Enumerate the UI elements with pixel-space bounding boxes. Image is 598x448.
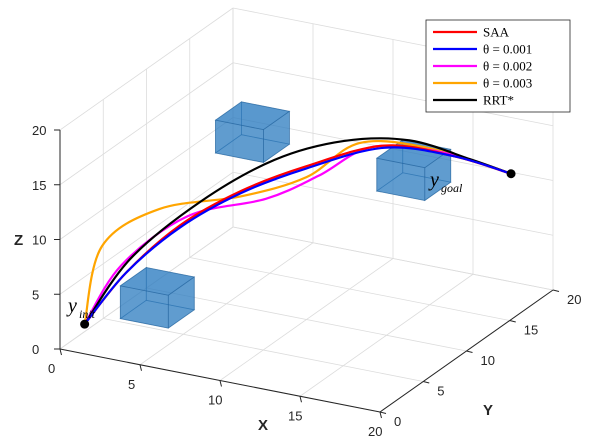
y-tick-label: 15: [524, 323, 538, 338]
x-tick-mark: [59, 348, 62, 356]
x-tick-label: 20: [368, 424, 382, 439]
y-tick-mark: [509, 320, 516, 323]
legend: SAA θ = 0.001 θ = 0.002 θ = 0.003 RRT*: [425, 19, 571, 113]
y-tick-mark: [466, 350, 473, 353]
start-point: [80, 319, 90, 329]
legend-item: θ = 0.001: [433, 42, 532, 57]
legend-label: RRT*: [483, 93, 514, 108]
grid-line: [59, 62, 234, 186]
grid-line: [146, 287, 467, 352]
axes: [54, 129, 560, 419]
start-label-main: y: [66, 295, 77, 317]
x-tick-mark: [139, 364, 142, 371]
x-tick-label: 0: [48, 361, 55, 376]
goal-annotation: y goal: [428, 169, 463, 195]
y-tick-label: 5: [437, 384, 444, 399]
grid-line: [299, 273, 474, 397]
x-tick-label: 15: [288, 408, 302, 423]
y-tick-mark: [423, 381, 430, 384]
y-tick-label: 20: [567, 292, 581, 307]
z-tick-label: 20: [32, 123, 46, 138]
goal-label-sub: goal: [441, 181, 463, 195]
obstacle-mid: [214, 101, 291, 164]
y-tick-mark: [379, 411, 387, 414]
z-tick-label: 15: [32, 178, 46, 193]
grid-line: [59, 7, 234, 131]
legend-label: SAA: [483, 25, 510, 40]
endpoints: [80, 169, 516, 329]
legend-item: RRT*: [433, 93, 514, 108]
tick-labels: 0 5 10 15 20 0 5 10 15 20 0 5 10 15 20: [32, 123, 581, 439]
x-axis-label: X: [258, 417, 268, 434]
start-label-sub: init: [79, 307, 96, 321]
legend-item: θ = 0.002: [433, 59, 532, 74]
x-tick-label: 10: [208, 393, 222, 408]
x-tick-mark: [379, 411, 382, 419]
obstacle-high: [375, 139, 452, 202]
series-RRT: [83, 137, 513, 326]
goal-point: [506, 169, 516, 179]
z-tick-label: 0: [32, 342, 39, 357]
x-tick-label: 5: [128, 377, 135, 392]
y-tick-mark: [552, 289, 560, 292]
obstacle-face: [214, 101, 291, 131]
legend-item: θ = 0.003: [433, 76, 532, 91]
x-tick-mark: [299, 396, 302, 403]
x-tick-mark: [219, 380, 222, 387]
series-theta3: [83, 139, 513, 326]
y-tick-label: 10: [481, 353, 495, 368]
y-axis-label: Y: [483, 402, 493, 419]
legend-label: θ = 0.003: [483, 76, 532, 91]
z-tick-label: 5: [32, 287, 39, 302]
legend-label: θ = 0.002: [483, 59, 532, 74]
grid-line: [189, 257, 510, 321]
grid-line: [232, 226, 554, 291]
obstacle-low: [119, 266, 196, 329]
obstacle-face: [119, 267, 196, 296]
grid-line: [232, 62, 554, 127]
z-axis-label: Z: [14, 232, 23, 249]
z-tick-label: 10: [32, 233, 46, 248]
legend-item: SAA: [433, 25, 510, 40]
series-lines: [83, 137, 513, 326]
obstacles: [119, 101, 452, 329]
goal-label-main: y: [428, 169, 439, 191]
series-theta1: [83, 146, 513, 326]
start-annotation: y init: [66, 295, 96, 321]
legend-label: θ = 0.001: [483, 42, 532, 57]
y-tick-label: 0: [394, 414, 401, 429]
grid-line: [59, 117, 234, 240]
